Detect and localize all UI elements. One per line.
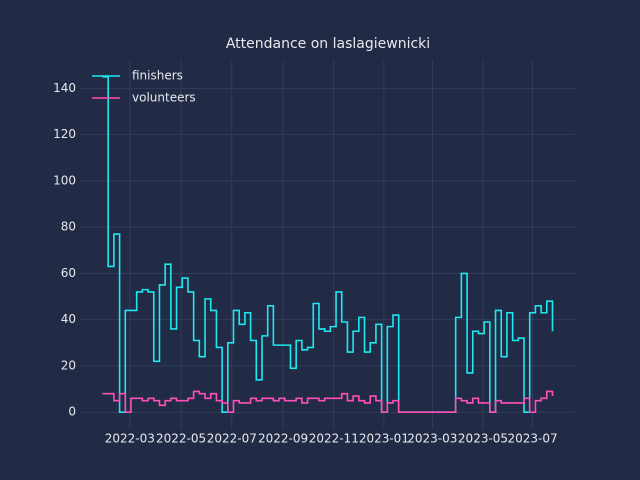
x-tick-label: 2023-03 xyxy=(407,432,457,446)
x-tick-label: 2023-01 xyxy=(359,432,409,446)
x-tick-label: 2022-09 xyxy=(258,432,308,446)
y-tick-label: 60 xyxy=(61,266,76,280)
x-tick-label: 2022-05 xyxy=(156,432,206,446)
y-tick-label: 0 xyxy=(68,405,76,419)
y-tick-label: 80 xyxy=(61,220,76,234)
legend-label: finishers xyxy=(132,69,183,83)
y-tick-label: 40 xyxy=(61,312,76,326)
x-tick-label: 2023-05 xyxy=(458,432,508,446)
x-tick-label: 2023-07 xyxy=(507,432,557,446)
x-tick-label: 2022-11 xyxy=(309,432,359,446)
series-line xyxy=(102,75,554,414)
legend-label: volunteers xyxy=(132,91,196,105)
y-tick-label: 20 xyxy=(61,358,76,372)
y-tick-label: 120 xyxy=(53,127,76,141)
y-tick-label: 100 xyxy=(53,173,76,187)
series-line xyxy=(102,390,554,414)
y-tick-label: 140 xyxy=(53,81,76,95)
chart-title: Attendance on laslagiewnicki xyxy=(226,36,430,52)
x-tick-label: 2022-07 xyxy=(207,432,257,446)
x-tick-label: 2022-03 xyxy=(105,432,155,446)
